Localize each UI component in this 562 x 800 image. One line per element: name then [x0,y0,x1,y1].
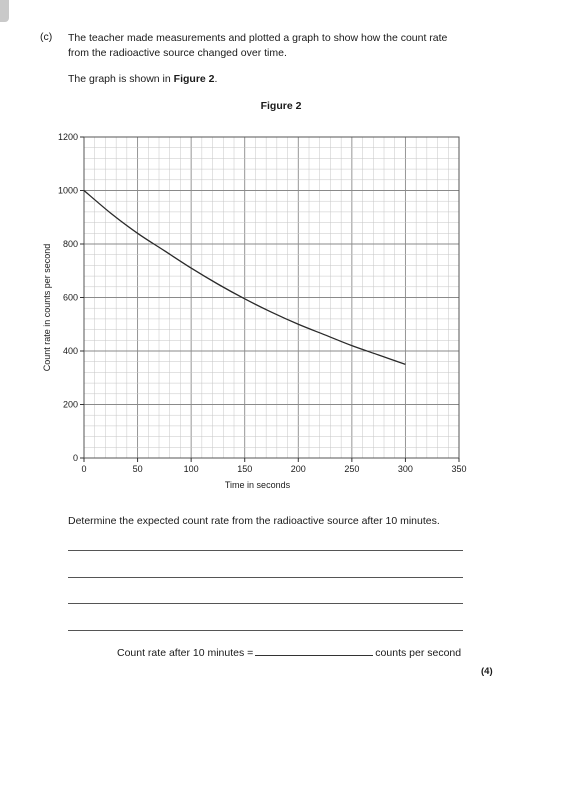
answer-label: Count rate after 10 minutes = [117,647,254,659]
graph-reference-text: The graph is shown in Figure 2. [68,73,217,85]
y-tick-label: 800 [63,239,78,249]
graph-reference-suffix: . [214,73,218,85]
answer-line[interactable] [68,550,463,551]
question-text-line: from the radioactive source changed over… [68,47,287,59]
answer-row: Count rate after 10 minutes = counts per … [117,646,461,659]
x-tick-label: 250 [344,464,359,474]
graph-reference-prefix: The graph is shown in [68,73,174,85]
y-tick-label: 1200 [58,132,78,142]
x-tick-label: 300 [398,464,413,474]
answer-blank[interactable] [255,646,374,656]
y-axis-label: Count rate in counts per second [42,244,52,372]
y-tick-label: 200 [63,400,78,410]
page-corner-mark [0,0,9,22]
question-label: (c) [40,31,53,43]
question-prompt: Determine the expected count rate from t… [68,515,440,527]
question-text-line: The teacher made measurements and plotte… [68,32,448,44]
count-rate-line [83,190,406,365]
answer-units: counts per second [375,647,462,659]
question-text: The teacher made measurements and plotte… [68,31,488,61]
y-tick-label: 600 [63,293,78,303]
y-tick-label: 1000 [58,186,78,196]
y-tick-label: 400 [63,346,78,356]
marks-indicator: (4) [481,666,493,677]
y-tick-label: 0 [73,453,78,463]
x-tick-label: 50 [133,464,143,474]
answer-line[interactable] [68,577,463,578]
x-tick-label: 100 [184,464,199,474]
x-tick-label: 150 [237,464,252,474]
count-rate-chart: 0 200 400 600 800 1000 1200 0 50 100 150 200 250 300 3… [42,132,467,490]
graph-reference-figure: Figure 2 [173,73,215,85]
x-tick-label: 0 [81,464,86,474]
x-tick-label: 200 [291,464,306,474]
answer-line[interactable] [68,630,463,631]
answer-line[interactable] [68,603,463,604]
x-tick-label: 350 [451,464,466,474]
figure-title: Figure 2 [260,100,302,112]
x-axis-label: Time in seconds [225,480,291,490]
